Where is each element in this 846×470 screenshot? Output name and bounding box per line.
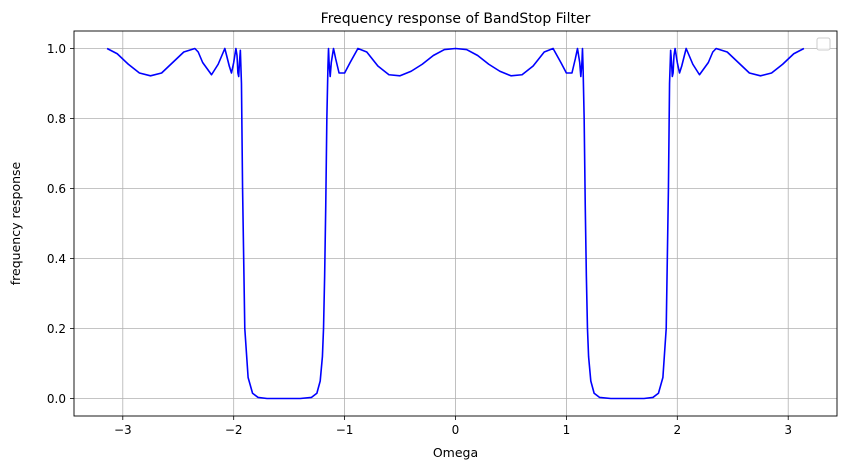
y-tick-label: 0.8	[47, 112, 66, 126]
x-tick-label: −2	[225, 423, 243, 437]
y-tick-label: 0.0	[47, 392, 66, 406]
axis-ticks: −3 −2 −1 0 1 2 3 0.0 0.2 0.4 0.6 0.8 1.0	[47, 42, 792, 437]
y-tick-label: 0.2	[47, 322, 66, 336]
x-tick-label: 1	[563, 423, 571, 437]
x-tick-label: −3	[114, 423, 132, 437]
x-tick-label: 0	[452, 423, 460, 437]
series-layer	[106, 47, 805, 400]
y-axis-label: frequency response	[8, 161, 23, 285]
y-tick-label: 0.4	[47, 252, 66, 266]
legend	[816, 37, 831, 51]
series-line	[106, 47, 805, 400]
legend-box	[816, 37, 831, 51]
x-tick-label: 2	[673, 423, 681, 437]
y-tick-label: 0.6	[47, 182, 66, 196]
x-tick-label: −1	[336, 423, 354, 437]
x-tick-label: 3	[784, 423, 792, 437]
x-axis-label: Omega	[433, 445, 478, 460]
y-tick-label: 1.0	[47, 42, 66, 56]
chart-title: Frequency response of BandStop Filter	[321, 11, 591, 27]
